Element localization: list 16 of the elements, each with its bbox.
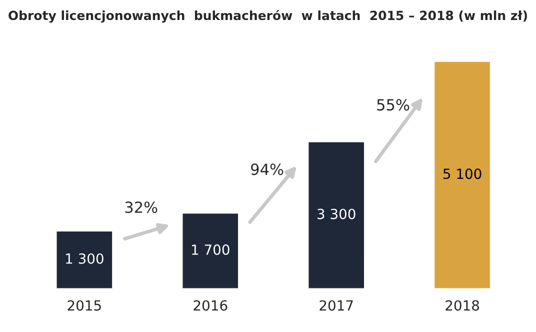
bar (433, 60, 492, 289)
bar (181, 212, 240, 289)
chart-title: Obroty licencjonowanych bukmacherów w latach 2015 – 2018 (w mln zł) (8, 10, 527, 23)
data-label: 3 300 (318, 208, 356, 220)
annotation: 55% (377, 99, 410, 111)
x-tick-label: 2015 (68, 300, 101, 311)
data-label: 1 700 (192, 244, 230, 255)
bar (307, 140, 366, 289)
annotation: 32% (125, 201, 158, 214)
x-tick-label: 2018 (446, 300, 480, 311)
data-label: 1 300 (66, 253, 104, 264)
bar (55, 230, 114, 289)
x-tick-label: 2016 (194, 300, 228, 311)
x-tick-label: 2017 (320, 300, 353, 311)
data-label: 5 100 (443, 168, 482, 180)
annotation: 94% (251, 164, 284, 176)
